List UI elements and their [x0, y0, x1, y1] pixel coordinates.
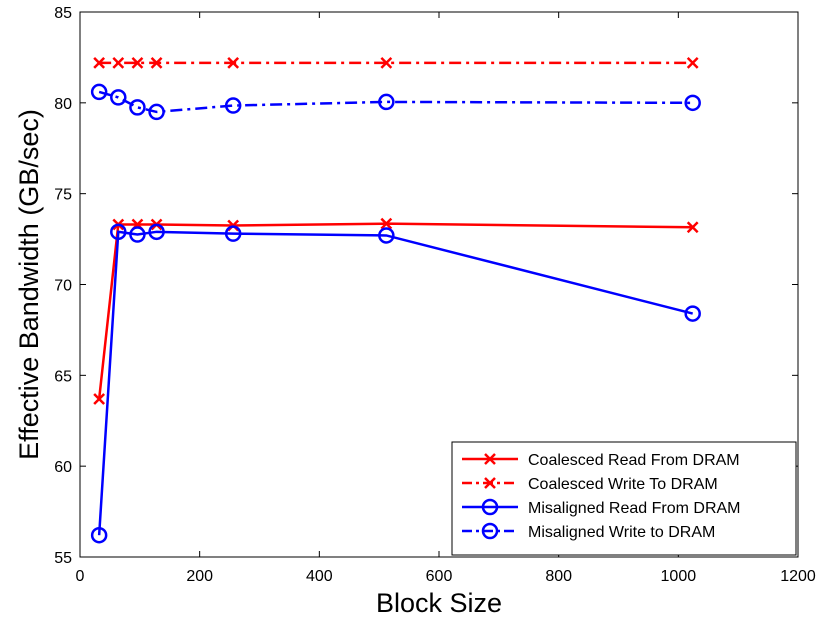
- data-point: [131, 56, 144, 69]
- series-3: [90, 223, 701, 544]
- data-point: [380, 217, 393, 230]
- data-point: [684, 305, 701, 322]
- data-point: [686, 56, 699, 69]
- data-point: [110, 89, 127, 106]
- data-point: [378, 227, 395, 244]
- data-point: [380, 56, 393, 69]
- y-tick-label: 75: [54, 187, 72, 204]
- data-point: [224, 225, 242, 242]
- data-point: [150, 56, 163, 69]
- legend-marker: [481, 498, 499, 516]
- x-tick-label: 1200: [780, 568, 816, 585]
- legend-box: [451, 441, 797, 556]
- x-tick-label: 400: [306, 568, 333, 585]
- legend: Coalesced Read From DRAM Coalesced Write …: [451, 441, 797, 556]
- data-point: [224, 97, 242, 114]
- x-tick-label: 1000: [661, 568, 697, 585]
- data-point: [90, 83, 108, 101]
- x-tick-label: 800: [545, 568, 572, 585]
- series-line: [97, 222, 693, 400]
- legend-entry: Coalesced Write To DRAM: [462, 476, 718, 493]
- data-point: [93, 56, 106, 69]
- plot-area-frame: [79, 11, 799, 558]
- data-point: [148, 103, 165, 121]
- legend-marker: [484, 477, 496, 489]
- x-axis-ticks: 0 200 400 600 800 1000 1200: [76, 12, 816, 585]
- data-point: [90, 526, 108, 544]
- series-layer: [90, 56, 701, 544]
- x-tick-label: 200: [186, 568, 213, 585]
- data-point: [93, 393, 106, 405]
- legend-label: Coalesced Read From DRAM: [528, 452, 740, 469]
- x-tick-label: 0: [76, 568, 85, 585]
- series-1: [93, 217, 699, 405]
- legend-label: Misaligned Read From DRAM: [528, 500, 741, 517]
- legend-entry: Misaligned Write to DRAM: [462, 522, 715, 541]
- y-tick-label: 65: [54, 368, 72, 385]
- y-tick-label: 80: [54, 96, 72, 113]
- y-tick-label: 85: [54, 5, 72, 22]
- series-4: [90, 83, 701, 121]
- legend-marker: [484, 453, 496, 465]
- data-point: [148, 223, 165, 241]
- data-point: [129, 99, 146, 116]
- legend-entry: Coalesced Read From DRAM: [462, 452, 740, 469]
- data-point: [129, 226, 146, 243]
- legend-marker: [481, 522, 499, 540]
- x-tick-label: 600: [426, 568, 453, 585]
- data-point: [112, 56, 125, 69]
- data-point: [684, 94, 701, 112]
- data-point: [686, 221, 699, 234]
- y-axis-title: Effective Bandwidth (GB/sec): [14, 109, 44, 460]
- data-point: [110, 223, 127, 241]
- y-tick-label: 60: [54, 459, 72, 476]
- series-2: [93, 56, 699, 69]
- legend-label: Misaligned Write to DRAM: [528, 524, 715, 541]
- legend-entry: Misaligned Read From DRAM: [462, 498, 741, 517]
- series-line: [98, 90, 693, 114]
- x-axis-title: Block Size: [376, 588, 502, 618]
- data-point: [378, 93, 395, 111]
- series-line: [97, 230, 694, 536]
- legend-label: Coalesced Write To DRAM: [528, 476, 718, 493]
- data-point: [227, 56, 240, 69]
- y-tick-label: 55: [54, 550, 72, 567]
- y-tick-label: 70: [54, 278, 72, 295]
